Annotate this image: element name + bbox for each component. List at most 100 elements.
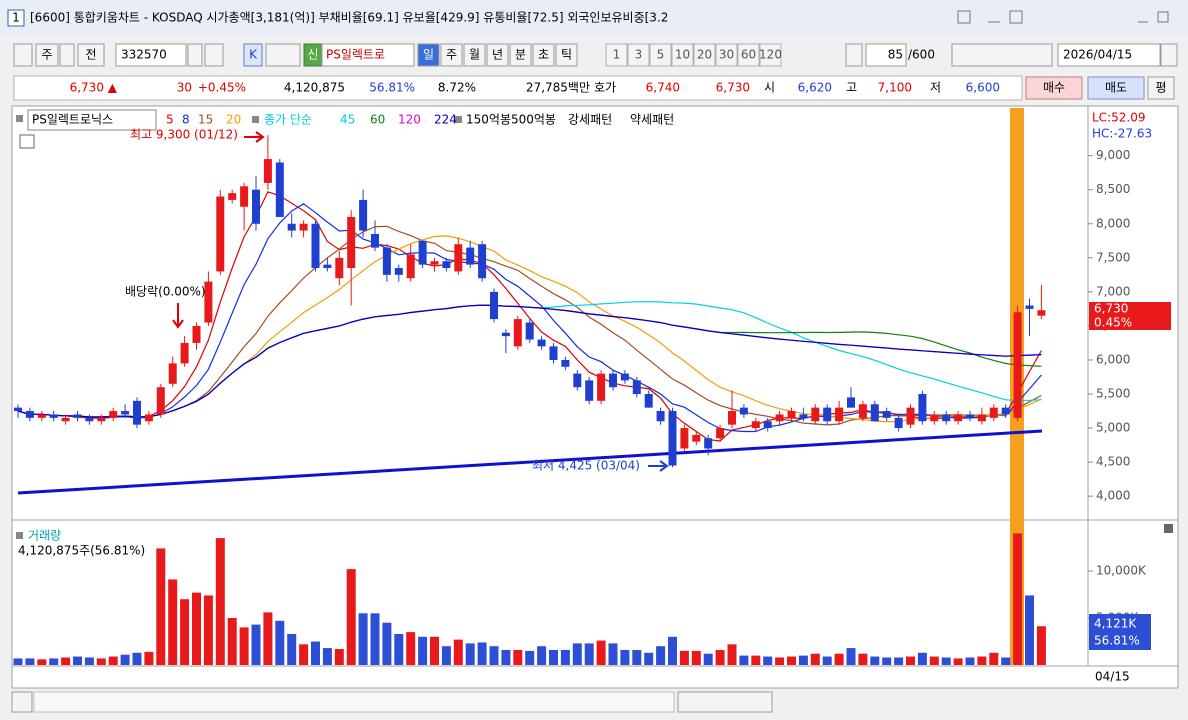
code-input[interactable] (115, 43, 187, 67)
candle-body (894, 417, 903, 429)
volume-info: 4,120,875주(56.81%) (18, 544, 145, 558)
volume-bar (180, 599, 190, 665)
candle-body (442, 261, 451, 269)
interval-button[interactable] (759, 43, 782, 67)
period-label: 분 (515, 48, 526, 62)
interval-button[interactable] (627, 43, 650, 67)
interval-label: 120 (759, 48, 782, 62)
candle-body (85, 417, 94, 422)
table-icon[interactable] (19, 134, 35, 149)
dropdown[interactable] (187, 43, 203, 67)
period-button[interactable] (486, 43, 509, 67)
legend-period: 224 (434, 113, 457, 127)
volume-bar (941, 657, 951, 665)
calendar-button[interactable] (1160, 43, 1178, 67)
volume-bar (906, 656, 915, 665)
trend-line (17, 429, 1043, 495)
playback-controls[interactable] (677, 691, 773, 713)
candle-body (287, 223, 296, 231)
period-label: 월 (469, 48, 480, 62)
change: 30 (177, 81, 192, 95)
dropdown[interactable] (845, 43, 863, 67)
panel-button[interactable] (1164, 524, 1173, 533)
menu-button[interactable] (13, 43, 33, 67)
period-button[interactable] (509, 43, 532, 67)
period-button[interactable] (440, 43, 463, 67)
date-input[interactable] (1057, 43, 1161, 67)
interval-button[interactable] (715, 43, 738, 67)
name-box[interactable] (321, 43, 415, 67)
legend-period: 45 (340, 113, 355, 127)
volume-bar (382, 622, 392, 665)
candle-body (1037, 310, 1046, 316)
candle-body (835, 407, 844, 422)
candle-body (478, 244, 487, 279)
candle-body (168, 363, 177, 384)
y-tick-label: 6,000 (1096, 352, 1130, 366)
y-tick-label: 5,000 (1096, 421, 1130, 435)
volume-bar (549, 649, 558, 665)
interval-button[interactable] (737, 43, 760, 67)
candle-body (180, 342, 189, 364)
period-type-box[interactable] (35, 43, 59, 67)
period-button[interactable] (532, 43, 555, 67)
dropdown[interactable] (59, 43, 75, 67)
volume-bar (917, 652, 927, 665)
candle-body (787, 411, 796, 418)
arrow (244, 131, 265, 143)
quote-bar: 6,730 ▲ 30 +0.45% 4,120,875 56.81% 8.72%… (13, 75, 1175, 101)
volume-bar (537, 646, 547, 665)
change-pct: +0.45% (198, 81, 246, 95)
candle-body (680, 428, 689, 449)
scope-box[interactable] (77, 43, 105, 67)
bottom-tools[interactable] (866, 692, 1176, 712)
candle-body (61, 417, 70, 422)
volume-bar (215, 538, 225, 665)
y-tick-label: 4,500 (1096, 455, 1130, 469)
volume-bar (798, 655, 808, 665)
candle-body (668, 411, 677, 466)
period-button[interactable] (463, 43, 486, 67)
interval-label: 60 (741, 48, 756, 62)
candle-body (466, 247, 475, 265)
volume-pct-label: 56.81% (1094, 634, 1140, 648)
k-button[interactable] (243, 43, 263, 67)
scrollbar[interactable] (33, 691, 675, 713)
buy-label: 매수 (1043, 81, 1065, 95)
scroll-left[interactable] (11, 691, 33, 713)
window-controls[interactable] (957, 10, 1169, 24)
candle-body (739, 407, 748, 415)
candle-body (1025, 305, 1034, 309)
volume-bar (560, 649, 570, 665)
interval-button[interactable] (693, 43, 716, 67)
search-button[interactable] (204, 43, 224, 67)
candle-body (73, 414, 82, 418)
candle-body (549, 346, 558, 360)
volume-ratio: 56.81% (369, 81, 415, 95)
open-label: 시 (764, 81, 775, 95)
candle-body (323, 264, 332, 269)
volume-bar (263, 612, 273, 665)
candle-body (597, 373, 606, 401)
chart-name: PS일렉트로닉스 (32, 113, 113, 127)
buy-button[interactable] (1025, 76, 1083, 100)
period-button[interactable] (555, 43, 578, 67)
interval-button[interactable] (649, 43, 672, 67)
y-tick-label: 10,000K (1096, 564, 1147, 578)
candle-body (537, 339, 546, 347)
interval-button[interactable] (605, 43, 628, 67)
avg-label: 평 (1155, 81, 1166, 95)
volume-bar (1013, 533, 1023, 665)
period-button[interactable] (417, 43, 440, 67)
interval-label: 10 (675, 48, 690, 62)
count-input[interactable] (865, 43, 907, 67)
interval-button[interactable] (671, 43, 694, 67)
window-index: 1 (12, 11, 20, 25)
sell-button[interactable] (1087, 76, 1145, 100)
sound-button[interactable] (265, 43, 301, 67)
lc-label: LC:52.09 (1092, 111, 1145, 125)
volume-bar (168, 579, 178, 665)
tool-icons[interactable] (951, 43, 1053, 67)
volume-bar (882, 657, 892, 665)
avg-button[interactable] (1147, 76, 1175, 100)
